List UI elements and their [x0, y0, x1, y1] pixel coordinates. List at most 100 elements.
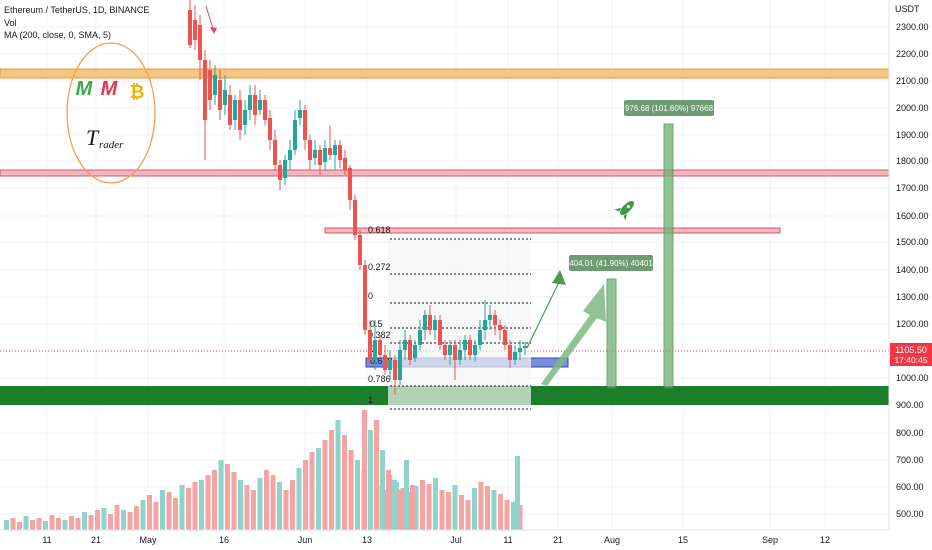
date-tick-label: Sep	[762, 535, 778, 545]
price-tick-label: 600.00	[896, 482, 924, 492]
target-label-1[interactable]: 404.01 (41.90%) 40401	[569, 255, 653, 271]
volume-bar	[491, 490, 497, 530]
candlesticks	[188, 0, 527, 395]
volume-bar	[186, 488, 191, 530]
price-tick-label: 1500.00	[896, 237, 929, 247]
date-tick-label: Aug	[604, 535, 620, 545]
volume-bars	[4, 410, 523, 530]
candle-body	[523, 346, 527, 348]
candle-body	[208, 70, 212, 100]
candle-body	[448, 345, 452, 355]
volume-bar	[277, 482, 282, 530]
price-axis[interactable]	[889, 0, 932, 550]
fib-level-label-small: 0.5	[370, 319, 383, 329]
volume-bar	[140, 500, 146, 530]
projection-arrow-line[interactable]	[526, 279, 561, 349]
volume-bar	[166, 492, 172, 530]
candle-body	[223, 90, 227, 105]
volume-bar	[426, 484, 432, 530]
price-tick-label: 2100.00	[896, 76, 929, 86]
volume-bar	[374, 420, 379, 530]
volume-bar	[335, 420, 341, 530]
volume-bar	[264, 470, 269, 530]
volume-bar	[173, 498, 178, 530]
candle-body	[273, 140, 277, 165]
price-tick-label: 2000.00	[896, 103, 929, 113]
big-up-arrow[interactable]	[541, 284, 606, 386]
volume-bar	[348, 450, 354, 530]
candle-body	[308, 140, 312, 160]
volume-bar	[290, 480, 295, 530]
volume-bar	[511, 502, 516, 530]
volume-bar	[147, 495, 152, 530]
candle-body	[378, 340, 382, 355]
volume-bar	[69, 516, 74, 530]
resistance-zone-1550[interactable]	[324, 227, 781, 234]
fib-background	[388, 239, 531, 409]
volume-indicator-label[interactable]: Vol	[4, 18, 17, 28]
volume-bar	[342, 435, 347, 530]
candle-body	[428, 315, 432, 330]
fib-level-label: 1	[368, 395, 373, 405]
candle-body	[198, 25, 202, 60]
date-tick-label: Jun	[298, 535, 313, 545]
date-tick-label: 11	[42, 535, 51, 545]
volume-bar	[108, 514, 113, 530]
resistance-zone-2100[interactable]	[0, 68, 890, 79]
candle-body	[328, 148, 332, 155]
volume-bar	[134, 506, 139, 530]
volume-bar	[504, 500, 510, 530]
volume-bar	[4, 520, 9, 530]
target-bar-2[interactable]	[663, 123, 674, 389]
candle-body	[418, 330, 422, 345]
fib-level-label: 0.618	[368, 225, 391, 235]
volume-bar	[43, 521, 48, 530]
candle-body	[388, 360, 392, 370]
candle-body	[213, 75, 217, 95]
volume-bar	[413, 486, 419, 530]
price-tick-label: 500.00	[896, 509, 924, 519]
volume-bar	[392, 480, 397, 530]
price-tick-label: 1400.00	[896, 265, 929, 275]
fib-level-label: 0.382	[368, 330, 391, 340]
candle-body	[513, 352, 517, 360]
candle-body	[503, 330, 507, 345]
candle-body	[398, 350, 402, 380]
candle-body	[238, 100, 242, 130]
candle-body	[233, 100, 237, 120]
candle-body	[453, 345, 457, 360]
volume-bar	[380, 450, 385, 530]
target-label-1-text: 404.01 (41.90%) 40401	[569, 259, 653, 268]
target-label-2[interactable]: 976.68 (101.60%) 97668	[624, 100, 714, 116]
currency-label: USDT	[895, 4, 920, 14]
volume-bar	[205, 475, 211, 530]
volume-bar	[459, 495, 464, 530]
volume-bar	[212, 470, 217, 530]
price-tick-label: 1200.00	[896, 319, 929, 329]
candle-body	[478, 330, 482, 345]
candle-body	[318, 150, 322, 165]
ma-indicator-label[interactable]: MA (200, close, 0, SMA, 5)	[4, 30, 111, 40]
candle-body	[508, 345, 512, 360]
volume-bar	[121, 510, 126, 530]
price-tick-label: 2300.00	[896, 22, 929, 32]
rocket-icon	[614, 201, 634, 221]
candle-body	[368, 330, 372, 360]
candle-body	[423, 315, 427, 330]
candle-body	[363, 265, 367, 330]
volume-bar	[420, 480, 425, 530]
symbol-title[interactable]: Ethereum / TetherUS, 1D, BINANCE	[4, 5, 149, 15]
volume-bar	[62, 520, 68, 530]
price-tick-label: 1600.00	[896, 211, 929, 221]
date-tick-label: 12	[820, 535, 830, 545]
target-bar-1[interactable]	[606, 278, 617, 389]
candle-body	[278, 165, 282, 180]
candle-body	[408, 340, 412, 360]
volume-bar	[362, 410, 367, 530]
candle-body	[343, 158, 347, 170]
candle-body	[473, 345, 477, 355]
time-axis[interactable]: 11 21 May 16 Jun 13 Jul 11 21 Aug 15 Sep 12	[42, 535, 830, 545]
